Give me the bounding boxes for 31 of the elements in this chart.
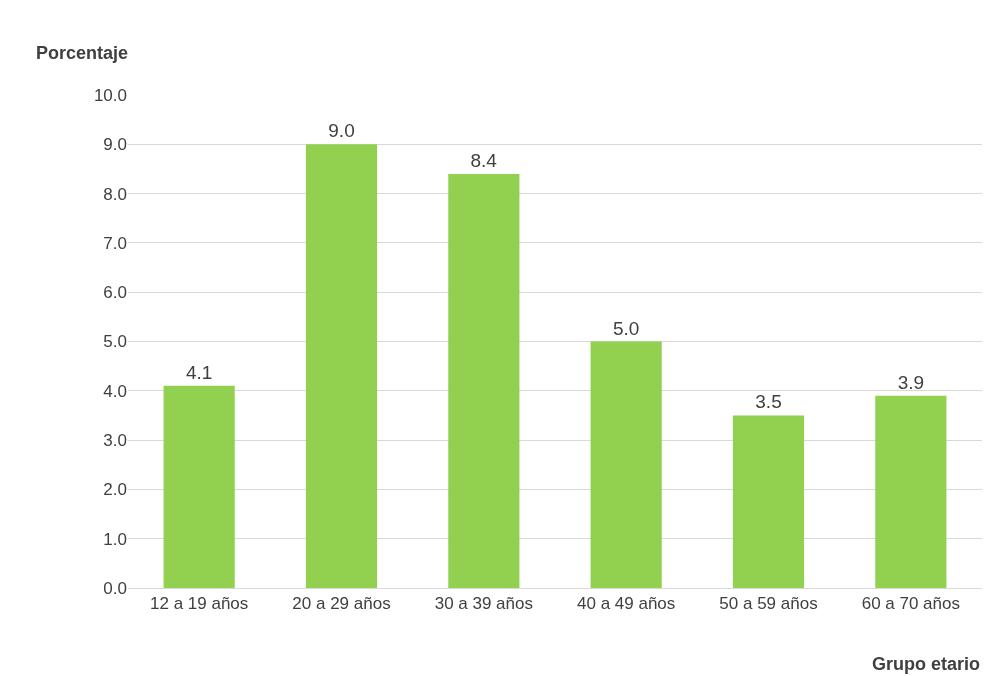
y-tick-label: 7.0 [103, 233, 127, 253]
x-tick-label: 40 a 49 años [577, 594, 676, 614]
bar [590, 341, 662, 588]
y-tick-label: 10.0 [93, 85, 127, 105]
bar [163, 385, 235, 588]
y-tick-label: 8.0 [103, 184, 127, 204]
bar [732, 415, 805, 588]
x-tick-label: 50 a 59 años [719, 594, 818, 614]
data-label: 9.0 [328, 120, 355, 142]
bar [305, 144, 378, 588]
data-label: 3.5 [755, 391, 782, 413]
y-tick-label: 0.0 [103, 578, 127, 598]
x-axis-title: Grupo etario [872, 654, 981, 674]
bar [875, 395, 947, 588]
x-tick-label: 30 a 39 años [434, 594, 533, 614]
data-label: 3.9 [897, 371, 925, 393]
y-axis-title: Porcentaje [36, 43, 129, 63]
y-tick-label: 4.0 [103, 381, 127, 401]
x-tick-label: 60 a 70 años [861, 594, 960, 614]
y-tick-label: 6.0 [103, 283, 127, 303]
x-tick-label: 20 a 29 años [292, 594, 391, 614]
y-tick-label: 2.0 [103, 480, 127, 500]
y-tick-label: 1.0 [103, 529, 127, 549]
data-label: 4.1 [185, 361, 213, 383]
bar [448, 173, 520, 588]
data-label: 8.4 [470, 149, 498, 171]
data-label: 5.0 [612, 317, 640, 339]
y-tick-label: 5.0 [103, 332, 127, 352]
y-tick-label: 3.0 [103, 431, 127, 451]
y-tick-label: 9.0 [103, 135, 127, 155]
x-tick-label: 12 a 19 años [150, 594, 249, 614]
